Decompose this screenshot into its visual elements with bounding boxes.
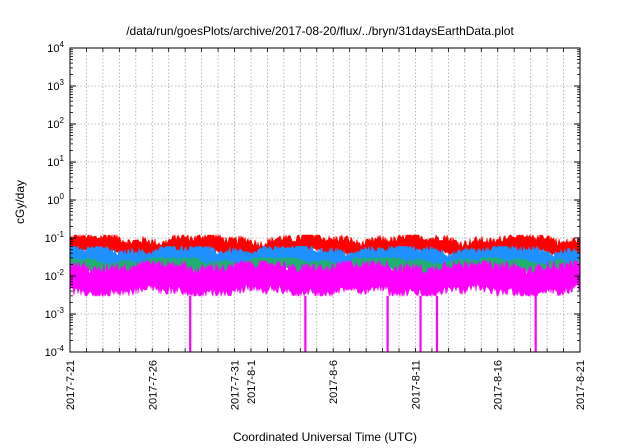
y-tick-base: 10 xyxy=(47,195,59,207)
y-tick-exponent: -4 xyxy=(57,344,65,353)
y-tick-label: 10-1 xyxy=(45,230,65,245)
y-tick-base: 10 xyxy=(47,81,59,93)
series-dropout xyxy=(419,295,422,352)
y-tick-label: 10-4 xyxy=(45,344,65,359)
y-tick-exponent: -1 xyxy=(57,230,65,239)
y-tick-exponent: -3 xyxy=(57,306,65,315)
y-tick-label: 102 xyxy=(47,116,64,131)
series-layer xyxy=(69,233,581,352)
y-tick-label: 103 xyxy=(47,78,64,93)
x-tick-label: 2017-8-11 xyxy=(410,360,422,409)
y-tick-base: 10 xyxy=(47,157,59,169)
y-tick-base: 10 xyxy=(45,233,57,245)
y-tick-label: 10-3 xyxy=(45,306,65,321)
series-dropout xyxy=(189,295,192,352)
y-tick-label: 10-2 xyxy=(45,268,65,283)
y-tick-exponent: 4 xyxy=(60,40,65,49)
series-dropout xyxy=(386,295,389,352)
y-tick-exponent: 1 xyxy=(60,154,65,163)
x-tick-label: 2017-8-21 xyxy=(575,360,587,410)
x-tick-label: 2017-8-1 xyxy=(246,360,258,404)
y-tick-base: 10 xyxy=(47,119,59,131)
x-tick-label: 2017-7-21 xyxy=(65,360,77,410)
y-tick-exponent: -2 xyxy=(57,268,65,277)
plot-frame xyxy=(69,47,581,353)
y-tick-label: 100 xyxy=(47,192,64,207)
series-dropout xyxy=(304,295,307,352)
x-tick-label: 2017-7-26 xyxy=(147,360,159,410)
y-tick-exponent: 2 xyxy=(60,116,65,125)
x-tick-label: 2017-8-6 xyxy=(328,360,340,404)
y-tick-exponent: 3 xyxy=(60,78,65,87)
grid xyxy=(70,48,580,352)
x-axis: 2017-7-21 2017-7-26 2017-7-31 2017-8-1 2017-… xyxy=(65,48,587,410)
y-tick-exponent: 0 xyxy=(60,192,65,201)
series-dropout xyxy=(435,295,439,352)
x-axis-label: Coordinated Universal Time (UTC) xyxy=(233,430,417,444)
y-tick-base: 10 xyxy=(45,271,57,283)
x-tick-label: 2017-8-16 xyxy=(493,360,505,410)
y-tick-base: 10 xyxy=(45,309,57,321)
y-tick-base: 10 xyxy=(45,347,57,359)
x-tick-label: 2017-7-31 xyxy=(230,360,242,410)
y-axis-label: cGy/day xyxy=(13,180,27,224)
y-tick-label: 101 xyxy=(47,154,64,169)
series-dropout xyxy=(534,295,537,352)
y-tick-base: 10 xyxy=(47,43,59,55)
y-tick-label: 104 xyxy=(47,40,64,55)
chart-title: /data/run/goesPlots/archive/2017-08-20/f… xyxy=(126,24,514,38)
